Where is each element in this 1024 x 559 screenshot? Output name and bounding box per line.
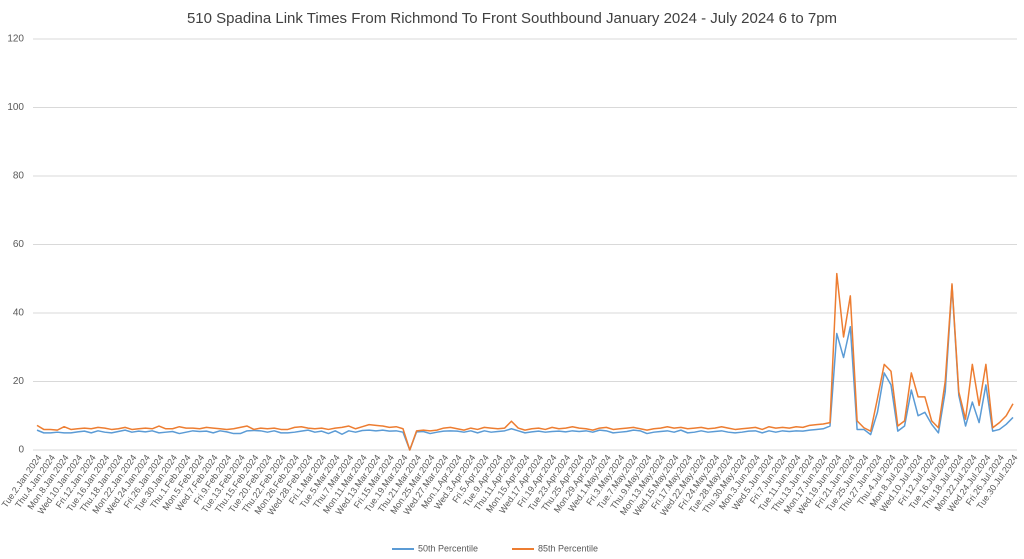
y-tick-label: 0 — [18, 445, 24, 456]
y-tick-label: 20 — [13, 376, 25, 387]
y-tick-label: 100 — [7, 102, 24, 113]
y-tick-label: 40 — [13, 308, 25, 319]
legend-label: 85th Percentile — [538, 543, 598, 553]
chart-title: 510 Spadina Link Times From Richmond To … — [187, 10, 837, 27]
y-tick-label: 60 — [13, 239, 25, 250]
series-line — [36, 272, 1014, 451]
y-tick-label: 120 — [7, 34, 24, 45]
series-line — [36, 284, 1014, 451]
legend-label: 50th Percentile — [418, 543, 478, 553]
y-tick-label: 80 — [13, 171, 25, 182]
